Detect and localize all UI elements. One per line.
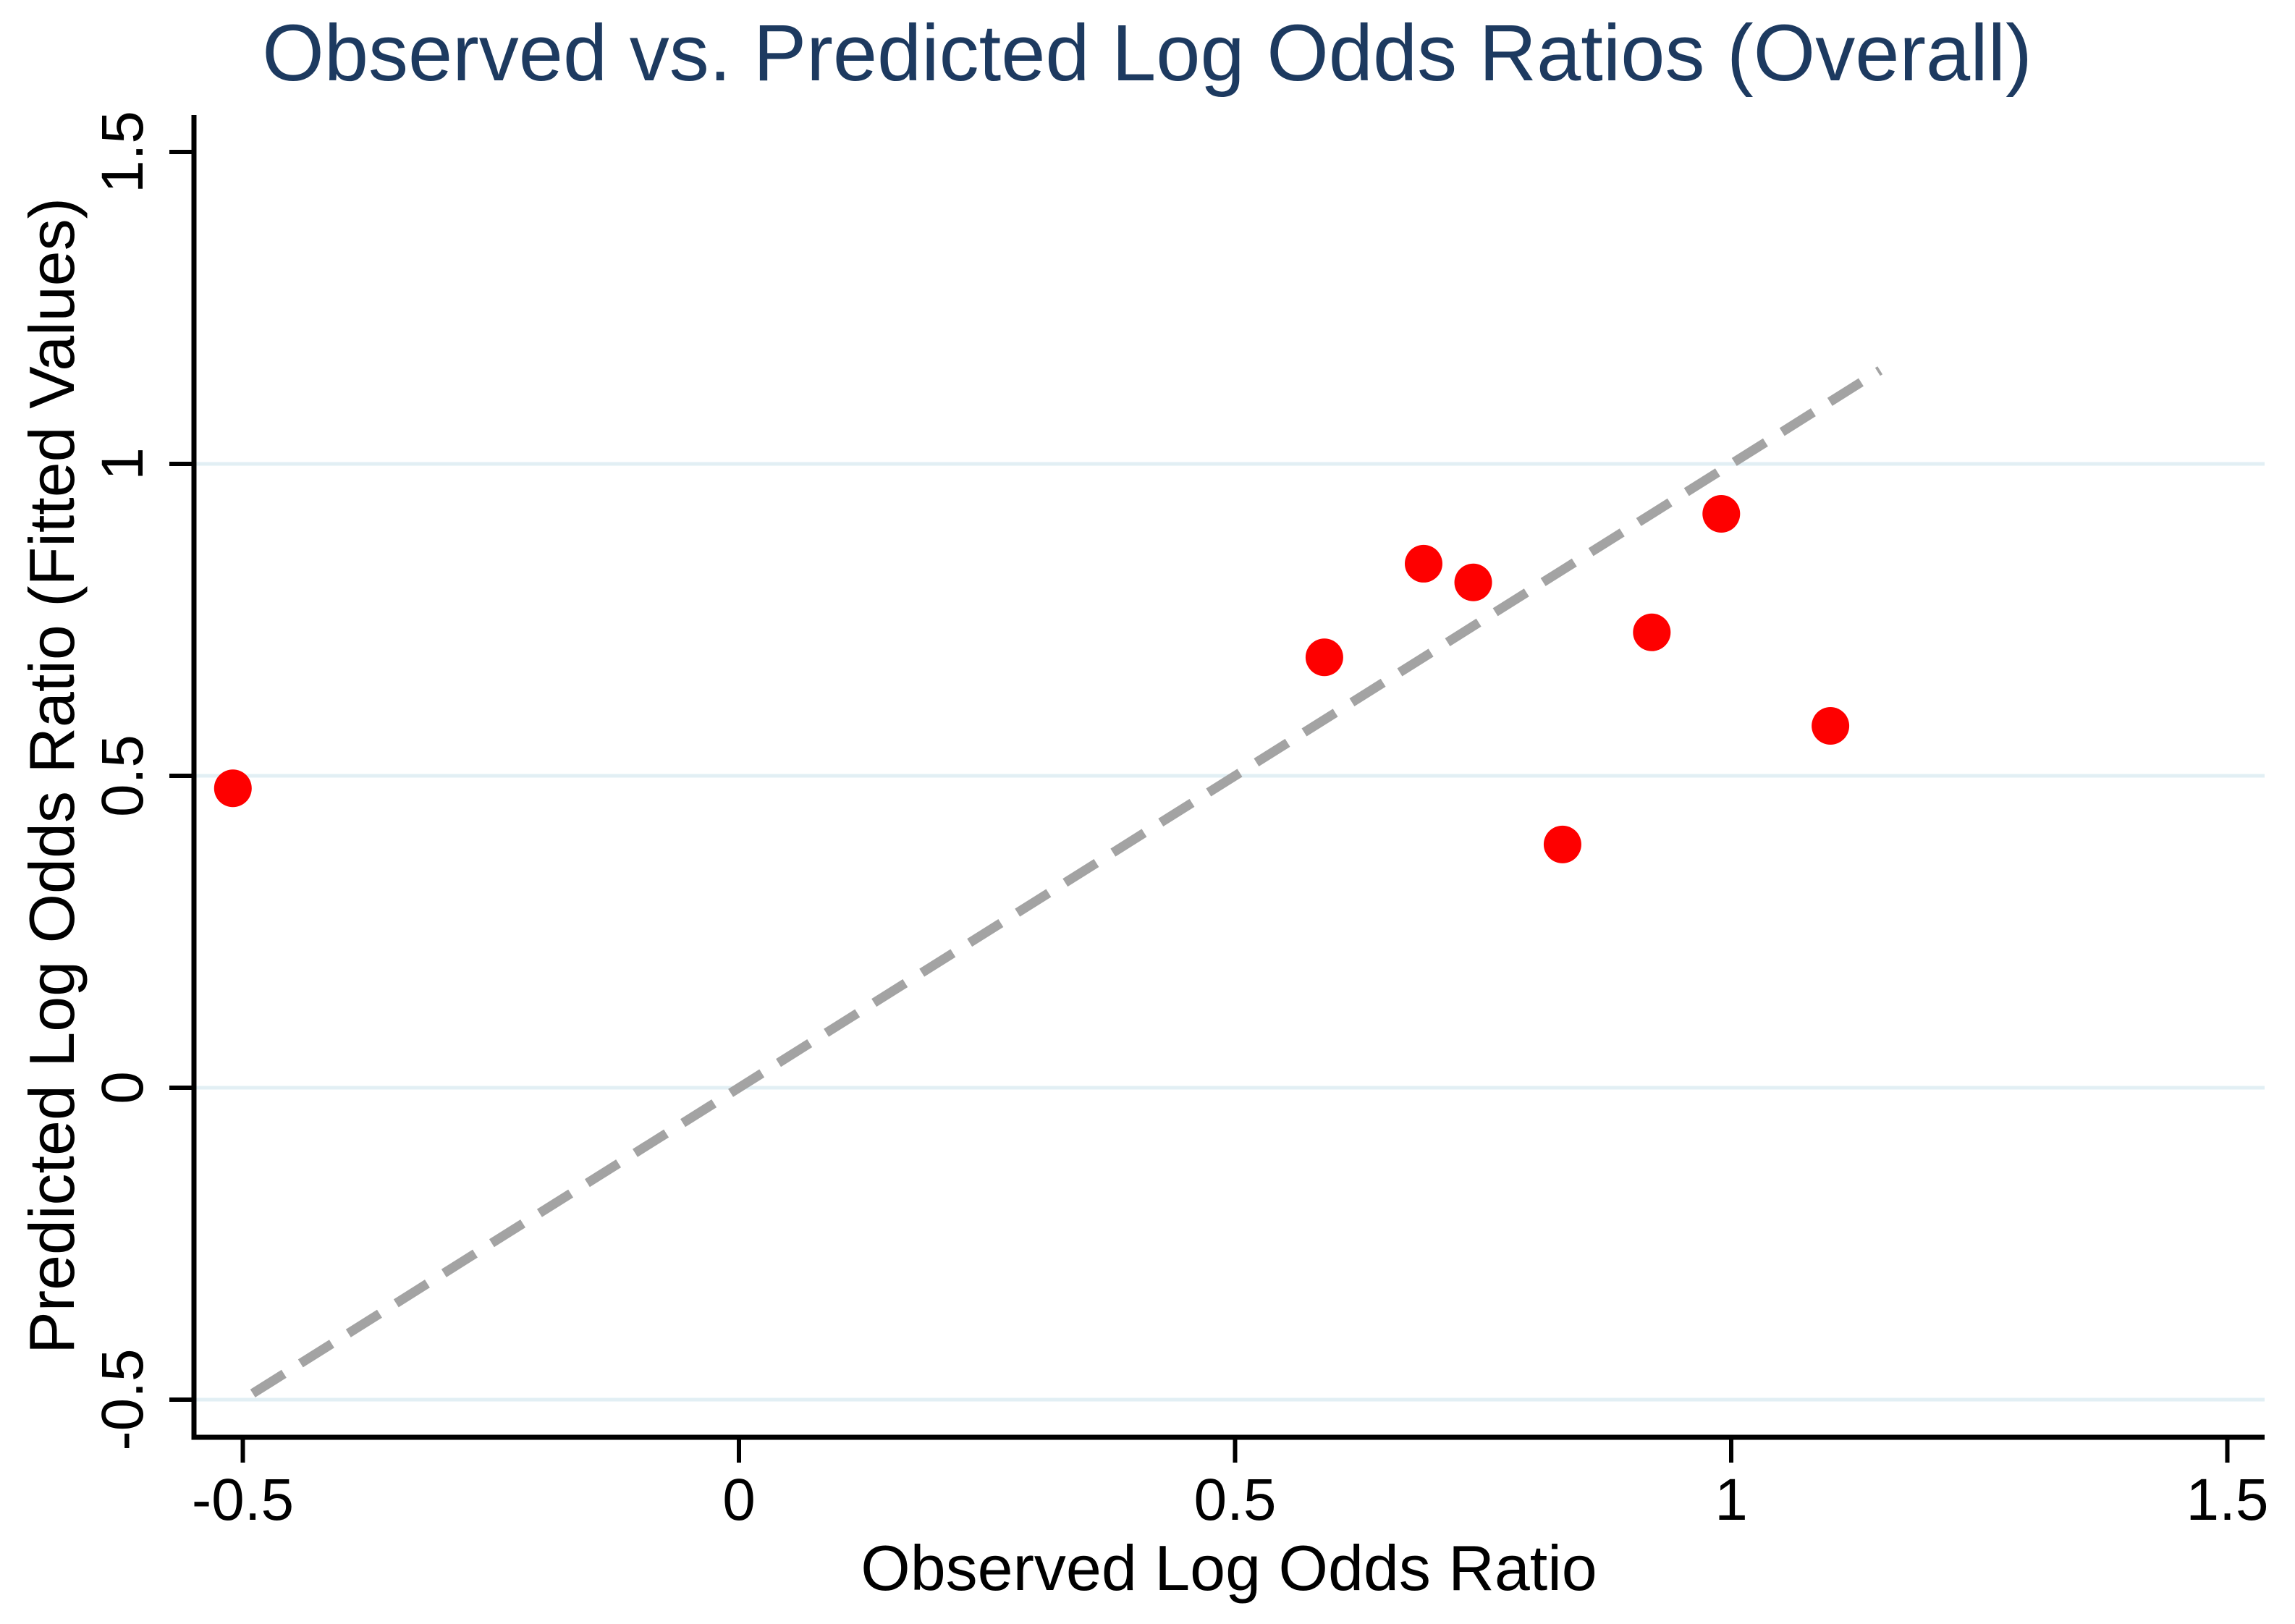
y-tick-label-0: 0 [90, 1071, 156, 1104]
x-tick-label-1.5: 1.5 [2186, 1467, 2269, 1533]
y-tick-label-0.5: 0.5 [90, 735, 156, 817]
x-tick-label-0.5: 0.5 [1193, 1467, 1277, 1533]
x-tick-label-1: 1 [1715, 1467, 1748, 1533]
data-point-7 [1812, 707, 1850, 745]
data-point-1 [1305, 638, 1343, 677]
identity-line [250, 366, 1883, 1397]
y-axis-title: Predicted Log Odds Ratio (Fitted Values) [16, 198, 88, 1354]
y-tick-label-1.5: 1.5 [90, 111, 156, 193]
y-tick-label-1: 1 [90, 447, 156, 481]
x-axis-title: Observed Log Odds Ratio [861, 1532, 1597, 1604]
data-point-6 [1702, 494, 1741, 533]
x-tick-label--0.5: -0.5 [191, 1467, 295, 1533]
data-point-0 [214, 769, 252, 808]
data-point-4 [1543, 825, 1581, 863]
data-point-3 [1454, 563, 1492, 601]
data-point-2 [1404, 544, 1442, 583]
x-tick-label-0: 0 [722, 1467, 756, 1533]
y-tick-label--0.5: -0.5 [90, 1348, 156, 1451]
data-point-5 [1633, 613, 1671, 651]
chart-title: Observed vs. Predicted Log Odds Ratios (… [262, 9, 2032, 98]
